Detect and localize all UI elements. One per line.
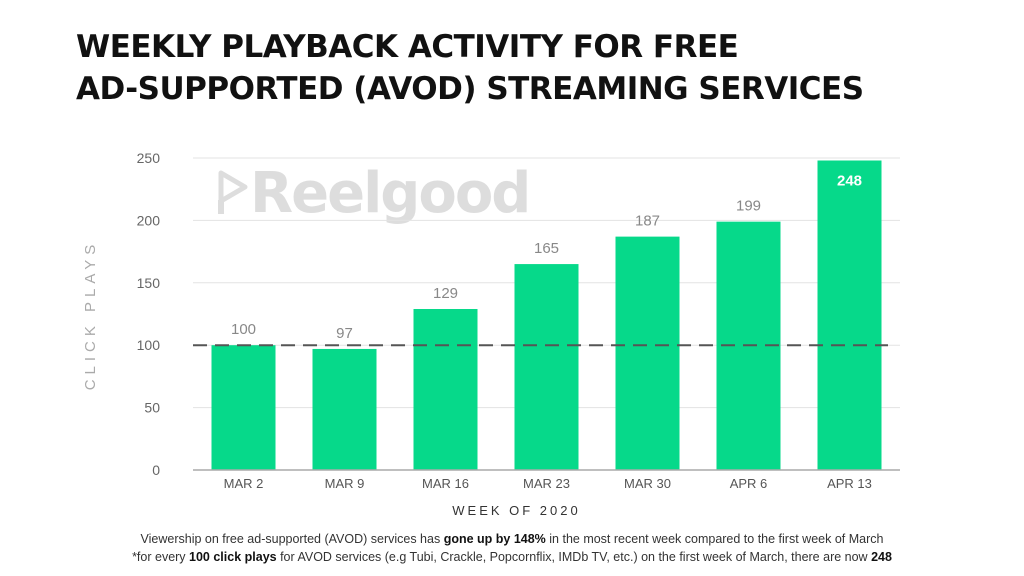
bar-0 <box>211 345 276 470</box>
footnote-2-highlight-a: 100 click plays <box>189 550 277 564</box>
x-tick-label-3: MAR 23 <box>523 476 570 491</box>
x-tick-label-4: MAR 30 <box>624 476 671 491</box>
x-tick-label-5: APR 6 <box>730 476 768 491</box>
footnote-1-text-a: Viewership on free ad-supported (AVOD) s… <box>140 532 444 546</box>
chart-title-line-2: AD-SUPPORTED (AVOD) STREAMING SERVICES <box>76 71 864 107</box>
data-label-0: 100 <box>231 321 256 338</box>
y-tick-label-250: 250 <box>137 150 161 166</box>
data-label-5: 199 <box>736 198 761 215</box>
y-tick-label-200: 200 <box>137 212 161 228</box>
x-tick-label-6: APR 13 <box>827 476 872 491</box>
data-label-4: 187 <box>635 213 660 230</box>
x-axis-title: WEEK OF 2020 <box>452 503 580 518</box>
data-label-3: 165 <box>534 240 559 257</box>
bar-2 <box>413 309 478 470</box>
y-tick-label-50: 50 <box>144 400 160 416</box>
reelgood-play-logo-icon <box>218 170 248 214</box>
y-tick-label-0: 0 <box>152 462 160 478</box>
bar-6 <box>817 160 882 470</box>
reelgood-watermark: Reelgood <box>218 160 531 226</box>
footnote-1-highlight: gone up by 148% <box>443 532 546 546</box>
watermark-text: Reelgood <box>250 160 531 226</box>
bar-1 <box>312 348 377 470</box>
bar-3 <box>514 264 579 470</box>
data-label-6: 248 <box>837 172 862 189</box>
footnote-2-text-b: for AVOD services (e.g Tubi, Crackle, Po… <box>276 550 872 564</box>
chart-title-line-1: WEEKLY PLAYBACK ACTIVITY FOR FREE <box>76 29 739 65</box>
chart-title: WEEKLY PLAYBACK ACTIVITY FOR FREE AD-SUP… <box>76 26 864 110</box>
data-label-2: 129 <box>433 285 458 302</box>
data-label-1: 97 <box>336 325 353 342</box>
bar-4 <box>615 236 680 470</box>
x-tick-label-2: MAR 16 <box>422 476 469 491</box>
footnote-2-highlight-b: 248 <box>871 550 892 564</box>
y-axis-title: CLICK PLAYS <box>82 240 99 391</box>
x-tick-label-0: MAR 2 <box>224 476 264 491</box>
footnote-line-2: *for every 100 click plays for AVOD serv… <box>0 550 1024 564</box>
y-tick-label-100: 100 <box>137 337 161 353</box>
y-tick-label-150: 150 <box>137 275 161 291</box>
footnote-2-text-a: *for every <box>132 550 190 564</box>
x-tick-label-1: MAR 9 <box>325 476 365 491</box>
footnote-1-text-b: in the most recent week compared to the … <box>545 532 884 546</box>
footnote-line-1: Viewership on free ad-supported (AVOD) s… <box>0 532 1024 546</box>
